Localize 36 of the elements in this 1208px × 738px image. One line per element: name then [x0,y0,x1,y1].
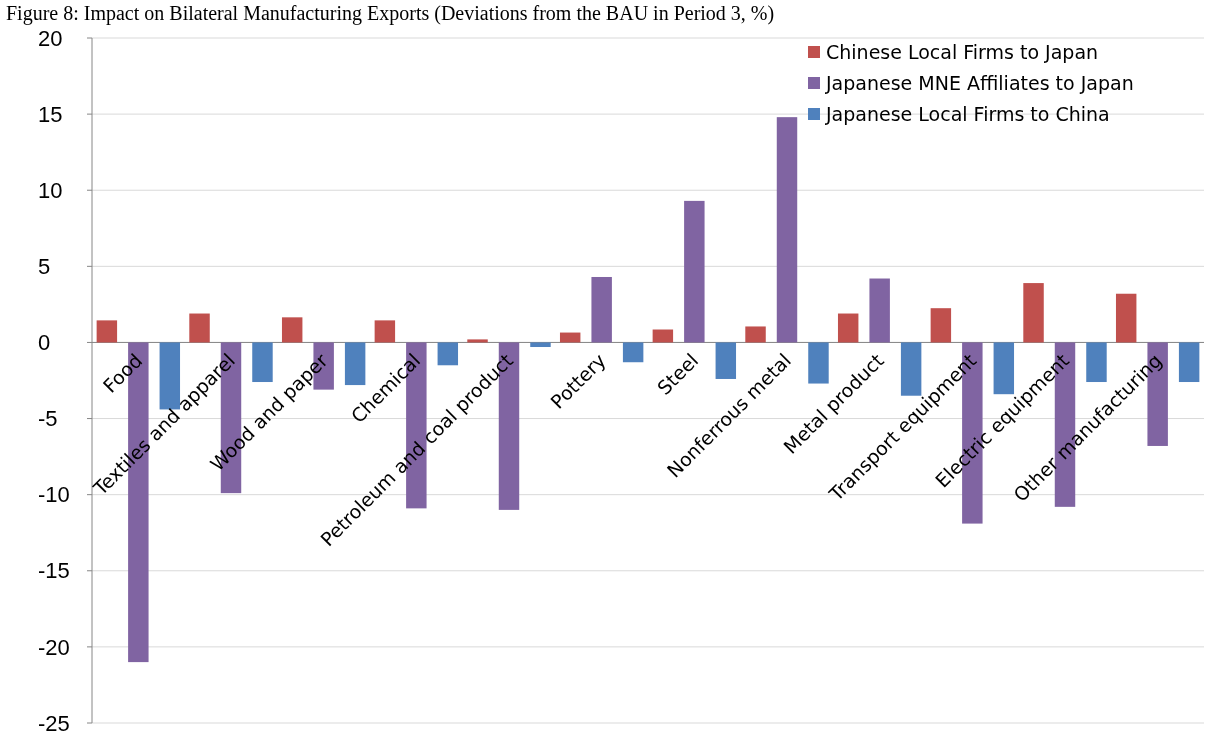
legend-label: Japanese MNE Affiliates to Japan [825,71,1134,94]
chart-title: Figure 8: Impact on Bilateral Manufacturing Exports (Deviations from the BAU in Period 3, %) [6,2,775,25]
y-tick-label: 5 [38,254,51,280]
bar [1178,342,1200,383]
bar [745,326,766,343]
bar [930,308,952,343]
bar [776,117,798,343]
legend-label: Chinese Local Firms to Japan [826,40,1099,63]
y-tick-label: -5 [38,406,58,432]
bar [96,320,118,343]
y-tick-label: -20 [38,634,70,660]
bar [652,329,674,343]
bar [374,320,396,343]
bar [622,342,644,363]
bar [159,342,181,410]
bar [591,276,612,343]
y-tick-label: -25 [38,710,70,736]
y-tick-label: 0 [38,330,51,356]
bar [1023,283,1044,343]
bar [530,342,551,348]
y-tick-label: 20 [38,25,63,51]
bar [189,313,210,343]
y-tick-label: -10 [38,482,70,508]
bar [869,278,890,343]
bar [281,317,303,343]
bar [1115,293,1137,343]
bar [684,200,705,343]
bar [808,342,829,384]
y-tick-label: -15 [38,558,70,584]
legend-label: Japanese Local Firms to China [825,102,1110,125]
bar [715,342,737,379]
y-tick-label: 15 [38,101,63,127]
bar [467,339,488,343]
bar [837,313,859,343]
bar [252,342,273,383]
y-tick-label: 10 [38,177,63,203]
